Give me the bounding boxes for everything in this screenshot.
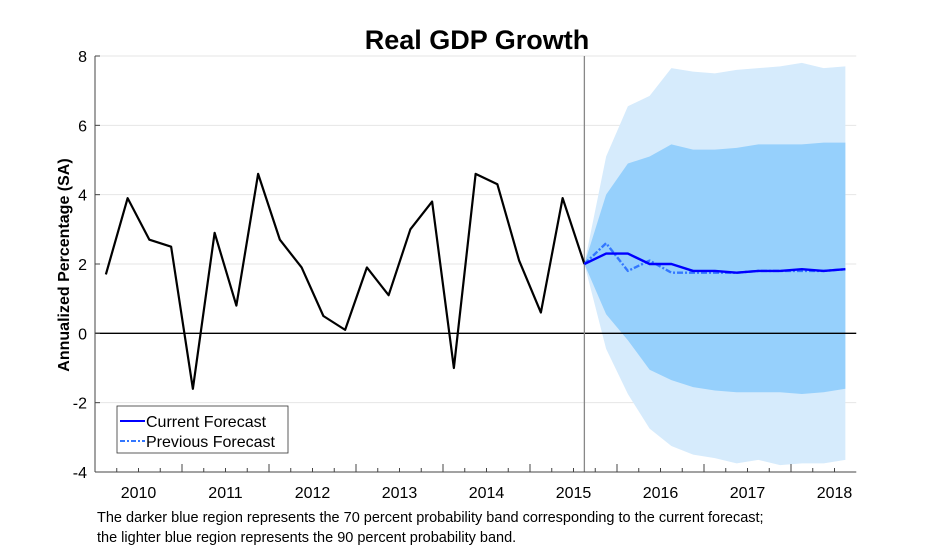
legend-label-previous: Previous Forecast: [146, 434, 275, 451]
x-tick-label: 2015: [556, 485, 592, 502]
x-tick-labels: 2010 2011 2012 2013 2014 2015 2016 2017 2018: [121, 485, 853, 502]
y-axis-label: Annualized Percentage (SA): [56, 158, 73, 371]
y-tick-label: 2: [78, 257, 87, 274]
x-tick-label: 2016: [643, 485, 679, 502]
y-tick-label: 6: [78, 118, 87, 135]
y-tick-labels: -4 -2 0 2 4 6 8: [73, 49, 87, 482]
caption-line-1: The darker blue region represents the 70…: [97, 510, 764, 526]
chart-title: Real GDP Growth: [365, 25, 590, 55]
previous-forecast-line: [583, 241, 846, 274]
x-tick-label: 2010: [121, 485, 157, 502]
x-tick-label: 2012: [295, 485, 331, 502]
y-tick-label: 8: [78, 49, 87, 66]
legend-box: [116, 405, 289, 454]
axes: [94, 55, 857, 473]
x-tick-label: 2017: [730, 485, 766, 502]
x-tick-label: 2013: [382, 485, 418, 502]
legend: Current Forecast Previous Forecast: [116, 405, 289, 454]
y-tick-label: 0: [78, 326, 87, 343]
x-tick-label: 2011: [208, 485, 243, 502]
y-tick-label: 4: [78, 188, 87, 205]
history-line: [104, 172, 586, 390]
band-70-percent: [584, 142, 846, 394]
y-tick-label: -2: [73, 396, 87, 413]
series-lines: [104, 172, 846, 390]
x-tick-label: 2018: [817, 485, 853, 502]
caption-line-2: the lighter blue region represents the 9…: [97, 530, 517, 546]
x-tick-label: 2014: [469, 485, 505, 502]
probability-bands: [584, 62, 846, 466]
current-forecast-line: [583, 252, 846, 274]
legend-label-current: Current Forecast: [146, 414, 267, 431]
y-tick-label: -4: [73, 465, 87, 482]
